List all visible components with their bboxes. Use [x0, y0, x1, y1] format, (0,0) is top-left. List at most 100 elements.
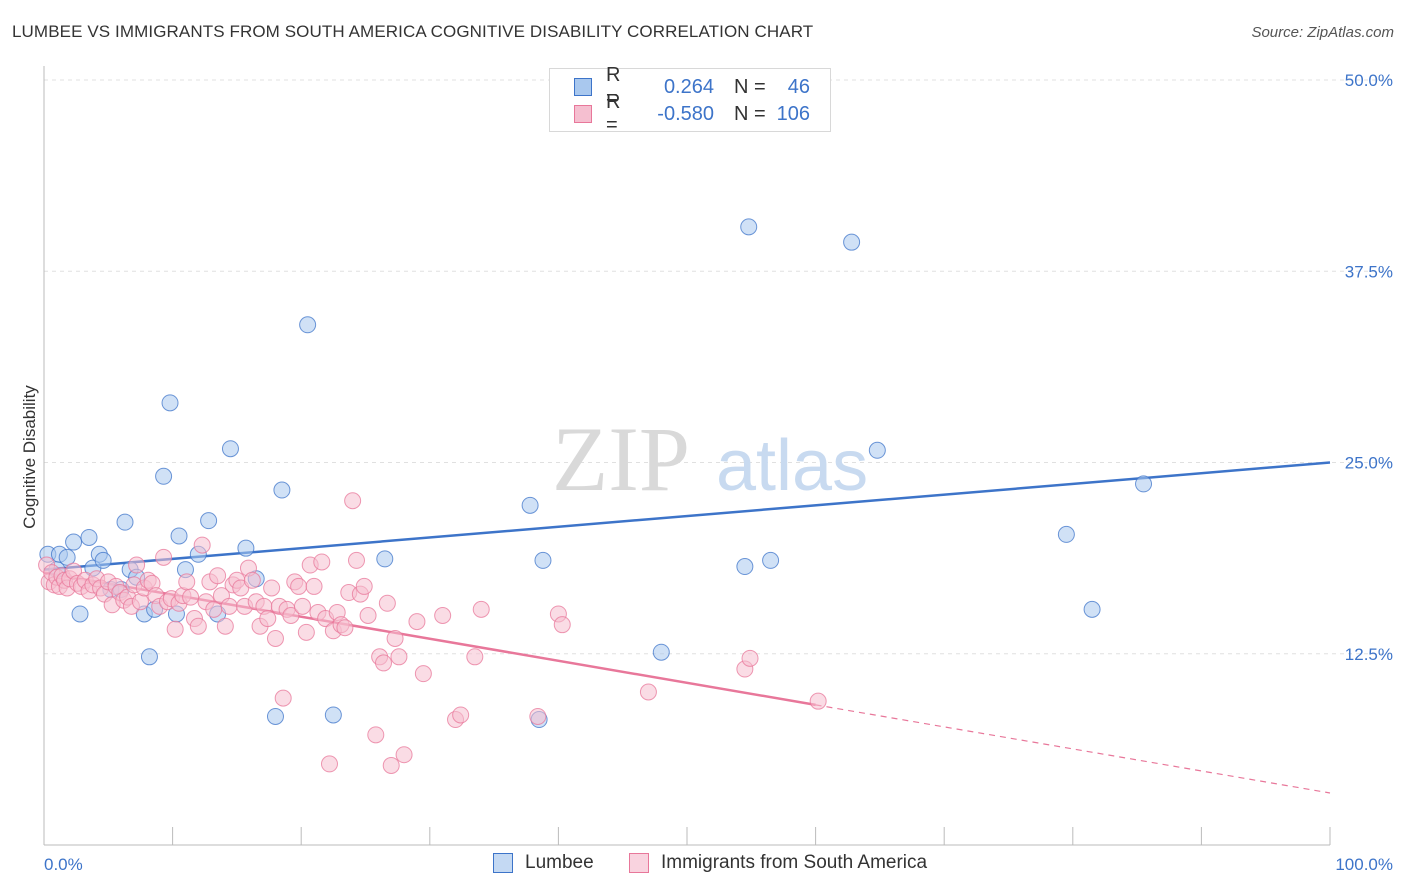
- r-value: -0.580: [657, 102, 714, 125]
- y-tick-label: 37.5%: [1345, 262, 1393, 281]
- lumbee-point: [652, 643, 670, 661]
- legend-row-immigrants: R = -0.580 N = 106: [574, 91, 810, 136]
- immigrants-point: [408, 613, 426, 631]
- r-value: 0.264: [663, 75, 714, 98]
- immigrants-point: [639, 683, 657, 701]
- lumbee-point: [762, 551, 780, 569]
- lumbee-point: [736, 558, 754, 576]
- chart-title: LUMBEE VS IMMIGRANTS FROM SOUTH AMERICA …: [12, 22, 814, 41]
- immigrants-point: [305, 577, 323, 595]
- source-label: Source: ZipAtlas.com: [1251, 24, 1394, 41]
- lumbee-point: [534, 551, 552, 569]
- immigrants-point: [452, 706, 470, 724]
- immigrants-point: [243, 571, 261, 589]
- lumbee-point: [65, 533, 83, 551]
- immigrants-point: [347, 551, 365, 569]
- immigrants-point: [166, 620, 184, 638]
- lumbee-point: [170, 527, 188, 545]
- lumbee-legend-swatch: [493, 853, 513, 873]
- data-points: [38, 218, 1153, 774]
- lumbee-point: [843, 233, 861, 251]
- immigrants-point: [189, 617, 207, 635]
- immigrants-point: [395, 746, 413, 764]
- lumbee-point: [521, 496, 539, 514]
- immigrants-legend-swatch: [629, 853, 649, 873]
- immigrants-point: [809, 692, 827, 710]
- immigrants-point: [355, 577, 373, 595]
- immigrants-point: [297, 623, 315, 641]
- n-label: N =: [734, 102, 766, 125]
- lumbee-point: [58, 548, 76, 566]
- immigrants-point: [344, 492, 362, 510]
- immigrants-point: [293, 597, 311, 615]
- immigrants-point: [128, 556, 146, 574]
- immigrants-point: [155, 548, 173, 566]
- immigrants-point: [529, 707, 547, 725]
- y-tick-labels: 12.5% 25.0% 37.5% 50.0%: [1345, 71, 1393, 664]
- immigrants-point: [193, 536, 211, 554]
- immigrants-point: [209, 567, 227, 585]
- watermark-atlas: atlas: [716, 426, 868, 506]
- lumbee-point: [161, 394, 179, 412]
- r-label: R =: [606, 64, 621, 109]
- lumbee-point: [71, 605, 89, 623]
- immigrants-point: [553, 616, 571, 634]
- immigrants-point: [359, 607, 377, 624]
- immigrants-point: [182, 588, 200, 606]
- immigrants-point: [263, 579, 281, 597]
- immigrants-point: [414, 665, 432, 683]
- immigrants-point: [259, 610, 277, 628]
- legend-item-immigrants[interactable]: Immigrants from South America: [629, 852, 927, 874]
- r-label: R =: [606, 91, 621, 136]
- lumbee-point: [299, 316, 317, 334]
- n-value: 46: [787, 75, 810, 98]
- lumbee-point: [237, 539, 255, 557]
- n-label: N =: [734, 75, 766, 98]
- immigrants-point: [386, 629, 404, 647]
- x-tick-label-min: 0.0%: [44, 855, 83, 874]
- lumbee-point: [1057, 525, 1075, 543]
- y-tick-label: 25.0%: [1345, 454, 1393, 473]
- lumbee-point: [1135, 475, 1153, 493]
- lumbee-point: [1083, 600, 1101, 618]
- watermark-zip: ZIP: [552, 408, 690, 510]
- lumbee-swatch: [574, 78, 592, 96]
- lumbee-trend-line: [43, 461, 1331, 571]
- lumbee-point: [221, 440, 239, 458]
- trend-lines: [43, 461, 1331, 794]
- immigrants-point: [336, 619, 354, 637]
- x-tick-label-max: 100.0%: [1335, 855, 1393, 874]
- immigrants-point: [375, 654, 393, 672]
- legend-label-immigrants: Immigrants from South America: [661, 852, 928, 873]
- stats-legend: R = 0.264 N = 46 R = -0.580 N = 106: [549, 64, 831, 136]
- lumbee-point: [740, 218, 758, 236]
- immigrants-point: [466, 648, 484, 666]
- immigrants-point: [382, 756, 400, 774]
- lumbee-point: [324, 706, 342, 724]
- y-tick-label: 12.5%: [1345, 645, 1393, 664]
- lumbee-point: [80, 528, 98, 546]
- immigrants-point: [220, 597, 238, 615]
- immigrants-point: [266, 629, 284, 647]
- lumbee-point: [155, 467, 173, 485]
- lumbee-point: [266, 707, 284, 725]
- immigrants-point: [274, 689, 292, 707]
- immigrants-point: [178, 573, 196, 591]
- legend-item-lumbee[interactable]: Lumbee: [493, 852, 594, 874]
- immigrants-point: [320, 755, 338, 773]
- y-axis-label: Cognitive Disability: [20, 385, 39, 529]
- immigrants-point: [741, 649, 759, 667]
- lumbee-point: [140, 648, 158, 666]
- immigrants-point: [216, 617, 234, 635]
- immigrants-trend-extension: [815, 704, 1331, 794]
- lumbee-point: [868, 441, 886, 459]
- immigrants-point: [290, 577, 308, 595]
- immigrants-point: [367, 726, 385, 744]
- n-value: 106: [776, 102, 810, 125]
- immigrants-point: [390, 648, 408, 666]
- immigrants-point: [313, 553, 331, 571]
- immigrants-point: [472, 600, 490, 618]
- series-legend: Lumbee Immigrants from South America: [0, 852, 1406, 878]
- immigrants-point: [378, 594, 396, 612]
